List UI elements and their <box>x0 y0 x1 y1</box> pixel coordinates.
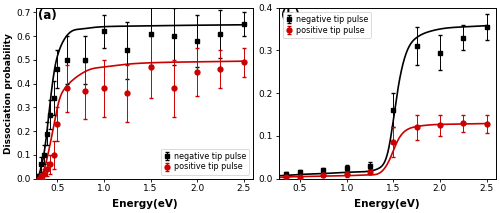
X-axis label: Energy(eV): Energy(eV) <box>112 199 178 209</box>
Legend: negative tip pulse, positive tip pulse: negative tip pulse, positive tip pulse <box>282 12 371 38</box>
X-axis label: Energy(eV): Energy(eV) <box>354 199 420 209</box>
Y-axis label: Dissociation probability: Dissociation probability <box>4 33 13 154</box>
Text: (b): (b) <box>281 9 300 22</box>
Legend: negative tip pulse, positive tip pulse: negative tip pulse, positive tip pulse <box>160 149 249 175</box>
Text: (a): (a) <box>38 9 57 22</box>
